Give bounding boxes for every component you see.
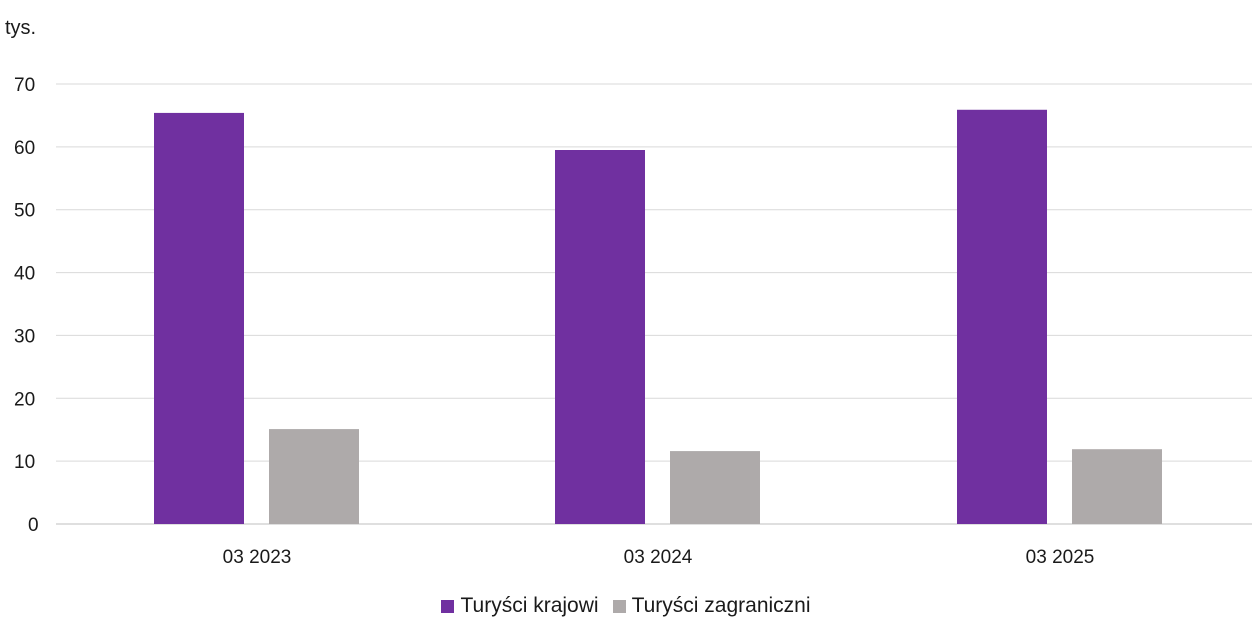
y-axis-unit-label: tys.: [5, 17, 36, 39]
bar-domestic: [957, 109, 1047, 525]
legend-swatch-foreign: [612, 599, 626, 613]
y-tick-label: 20: [14, 389, 35, 410]
gridlines: [56, 83, 1252, 525]
y-tick-label: 40: [14, 264, 35, 285]
y-axis-ticks: 0 10 20 30 40 50 60 70: [14, 75, 39, 536]
legend-item-domestic: Turyści krajowi: [441, 594, 599, 618]
x-tick-label: 03 2025: [1026, 547, 1095, 568]
legend: Turyści krajowi Turyści zagraniczni: [0, 594, 1252, 618]
bar-foreign: [670, 451, 760, 524]
x-tick-label: 03 2024: [624, 547, 693, 568]
legend-label-domestic: Turyści krajowi: [460, 594, 599, 617]
legend-item-foreign: Turyści zagraniczni: [612, 594, 811, 618]
y-tick-label: 30: [14, 326, 35, 347]
bars: [154, 109, 1162, 525]
y-tick-label: 70: [14, 75, 35, 96]
x-axis-ticks: 03 2023 03 2024 03 2025: [223, 547, 1095, 568]
y-tick-label: 10: [14, 452, 35, 473]
y-tick-label: 0: [28, 515, 39, 536]
y-tick-label: 60: [14, 138, 35, 159]
bar-domestic: [555, 150, 645, 524]
bar-domestic: [154, 112, 244, 525]
y-tick-label: 50: [14, 201, 35, 222]
bar-foreign: [1072, 449, 1162, 524]
bar-foreign: [269, 429, 359, 524]
legend-swatch-domestic: [441, 599, 455, 613]
legend-label-foreign: Turyści zagraniczni: [631, 594, 811, 617]
x-tick-label: 03 2023: [223, 547, 292, 568]
